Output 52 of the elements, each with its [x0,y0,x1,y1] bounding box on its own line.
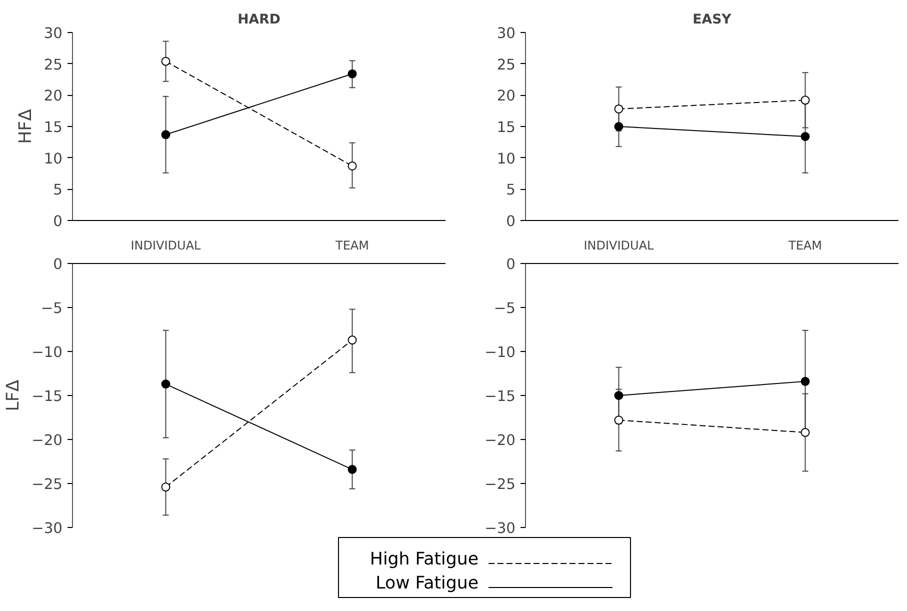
y-tick-label: −15 [32,388,63,405]
point [348,336,357,345]
y-tick-label: 30 [496,25,516,42]
text: High Fatigue [370,550,479,570]
y-tick-label: −10 [32,344,63,361]
point [348,69,357,78]
point [800,132,810,142]
point [614,104,624,114]
y-tick-label: 5 [506,182,516,199]
y-tick-label: −5 [494,300,516,317]
point [161,56,170,66]
point [348,161,357,170]
point [348,464,357,474]
y-tick-label: −25 [32,476,63,493]
point [800,376,810,386]
x-tick-label: INDIVIDUAL [130,238,202,252]
point [800,96,810,105]
point [161,482,170,492]
y-tick-label: 0 [53,256,63,273]
y-tick-label: 5 [53,182,63,199]
y-tick-label: −10 [484,344,516,361]
point [800,428,810,437]
y-tick-label: 0 [506,213,516,230]
y-tick-label: −30 [32,520,63,537]
y-tick-label: 20 [496,88,516,105]
y-tick-label: 15 [44,119,63,136]
y-tick-label: −25 [484,476,516,493]
y-tick-label: −5 [40,300,63,317]
chart-title: EASY [692,12,732,28]
point [161,380,170,389]
y-tick-label: −15 [484,388,516,405]
point [614,391,624,400]
y-tick-label: −20 [484,432,516,449]
y-tick-label: 10 [44,150,63,168]
chart-title: HARD [238,12,280,28]
y-tick-label: −20 [32,432,63,449]
y-axis-title: LFΔ [4,380,24,412]
y-tick-label: 0 [53,213,63,230]
x-tick-label: TEAM [334,238,369,252]
y-tick-label: 15 [496,119,516,136]
y-tick-label: 10 [496,150,516,168]
y-tick-label: 25 [496,56,516,74]
y-tick-label: 25 [44,56,63,74]
y-tick-label: 20 [44,88,63,105]
y-tick-label: −30 [484,520,516,537]
x-tick-label: INDIVIDUAL [584,238,654,252]
point [161,130,170,140]
y-tick-label: 30 [44,25,63,42]
x-tick-label: TEAM [788,238,822,252]
y-tick-label: 0 [506,256,516,273]
text: Low Fatigue [376,574,479,594]
y-axis-title: HFΔ [16,108,36,144]
